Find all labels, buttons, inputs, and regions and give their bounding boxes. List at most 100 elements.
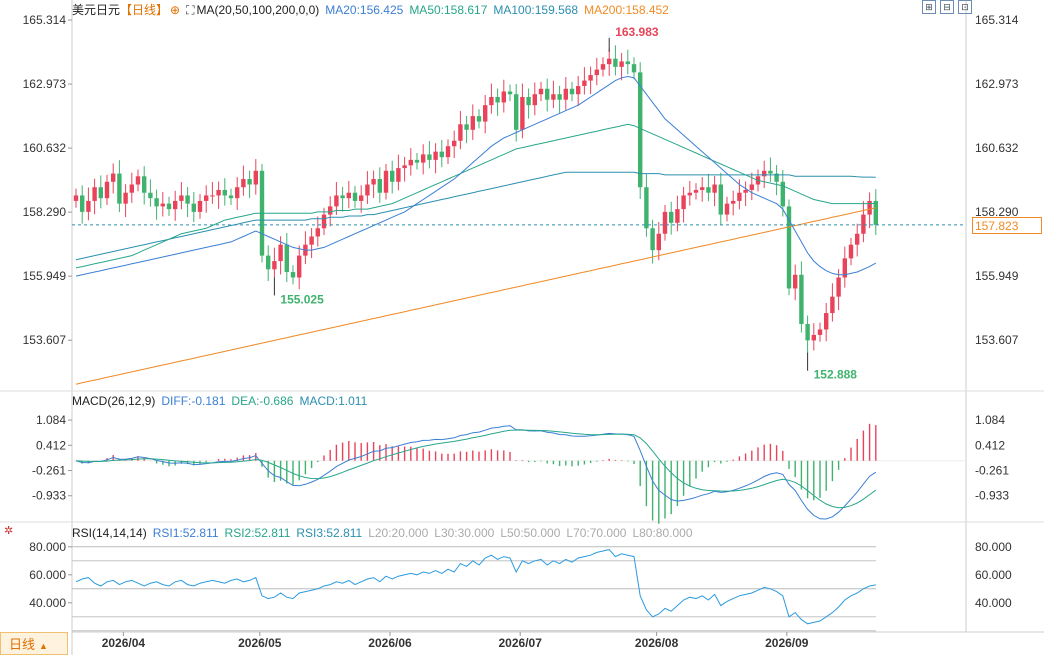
extreme-label: 152.888 xyxy=(814,368,858,382)
candle xyxy=(619,61,624,67)
macd-tick-left: -0.933 xyxy=(32,489,66,503)
time-tick-label: 2026/05 xyxy=(238,636,282,650)
candle xyxy=(848,244,854,259)
candle xyxy=(638,72,643,188)
l50-value: L50:50.000 xyxy=(500,526,561,540)
price-tick-right: 153.607 xyxy=(975,333,1019,347)
price-tick-right: 158.290 xyxy=(975,205,1019,219)
zoom-icon[interactable]: ⊡ xyxy=(958,0,972,14)
candle xyxy=(625,61,630,65)
candle xyxy=(371,179,376,185)
candle xyxy=(607,58,612,65)
rsi-label: RSI(14,14,14) xyxy=(72,526,147,540)
candle xyxy=(402,165,407,169)
candle xyxy=(650,228,655,251)
candle xyxy=(160,203,165,207)
rsi-tick-left: 40.000 xyxy=(29,596,66,610)
candle xyxy=(805,324,810,341)
candle xyxy=(836,277,841,297)
candle xyxy=(700,187,705,190)
candle xyxy=(749,184,754,190)
candle xyxy=(253,170,258,185)
macd-tick-left: 1.084 xyxy=(36,413,66,427)
candle xyxy=(873,200,878,225)
candle xyxy=(235,187,240,199)
candle xyxy=(569,88,575,95)
ma100-value: MA100:159.568 xyxy=(493,3,579,17)
rsi-tick-right: 80.000 xyxy=(975,540,1012,554)
candle xyxy=(340,195,345,199)
candle xyxy=(328,206,333,215)
candle xyxy=(613,58,618,67)
macd-tick-right: 0.412 xyxy=(975,438,1005,452)
macd-tick-left: 0.412 xyxy=(36,438,66,452)
candle xyxy=(687,192,692,196)
add-icon[interactable]: ⊕ xyxy=(170,3,181,17)
indicator-icon[interactable]: ⛶ xyxy=(186,3,195,17)
time-tick-label: 2026/08 xyxy=(635,636,679,650)
candle xyxy=(166,203,172,210)
macd-label: MACD(26,12,9) xyxy=(72,394,156,408)
macd-tick-right: 1.084 xyxy=(975,413,1005,427)
candle xyxy=(724,203,730,215)
candle xyxy=(98,187,103,199)
candle xyxy=(117,173,122,204)
candle xyxy=(123,192,128,204)
candle xyxy=(104,181,110,199)
crosshair-icon[interactable]: ⊟ xyxy=(940,0,954,14)
macd-header: MACD(26,12,9) DIFF:-0.181 DEA:-0.686 MACD:1… xyxy=(72,394,373,408)
candle xyxy=(297,255,302,278)
candle xyxy=(135,176,141,185)
candle xyxy=(582,80,587,87)
time-tick-label: 2026/04 xyxy=(102,636,146,650)
candle xyxy=(830,296,835,314)
last-price-label: 157.823 xyxy=(972,216,1042,234)
candle xyxy=(216,189,221,196)
period-dropdown[interactable]: 日线 ▲ xyxy=(0,632,68,655)
price-tick-left: 162.973 xyxy=(23,77,67,91)
candle xyxy=(483,105,488,122)
candle xyxy=(669,211,674,223)
time-tick-label: 2026/09 xyxy=(765,636,809,650)
grid-icon[interactable]: ⊞ xyxy=(922,0,936,14)
candle xyxy=(73,195,79,201)
chart-toolbar: ⊞ ⊟ ⊡ xyxy=(922,0,972,14)
rsi-tick-right: 60.000 xyxy=(975,568,1012,582)
candle xyxy=(588,75,593,81)
candle xyxy=(476,116,482,122)
candle xyxy=(693,189,699,193)
candle xyxy=(718,184,723,215)
extreme-label: 155.025 xyxy=(280,293,324,307)
rsi3-value: RSI3:52.811 xyxy=(296,526,363,540)
candle xyxy=(514,94,519,130)
candle xyxy=(526,96,531,106)
time-tick-label: 2026/06 xyxy=(368,636,412,650)
period-label: 日线 xyxy=(9,637,36,652)
candle xyxy=(210,195,215,197)
price-tick-left: 165.314 xyxy=(23,13,67,27)
macd-tick-right: -0.933 xyxy=(975,489,1009,503)
candle xyxy=(551,94,556,100)
candle xyxy=(321,214,327,229)
candle xyxy=(346,192,351,199)
settings-icon[interactable]: ✲ xyxy=(4,525,14,537)
candle xyxy=(557,94,562,100)
rsi-tick-left: 80.000 xyxy=(29,540,66,554)
candle xyxy=(656,233,661,251)
candle xyxy=(545,88,550,100)
candle xyxy=(241,179,246,188)
candle xyxy=(799,274,804,325)
candle xyxy=(92,187,97,201)
candle xyxy=(315,228,320,237)
candle xyxy=(495,96,500,103)
candle xyxy=(284,244,289,273)
l70-value: L70:70.000 xyxy=(566,526,627,540)
candle xyxy=(662,211,668,234)
rsi1-value: RSI1:52.811 xyxy=(152,526,219,540)
price-tick-left: 153.607 xyxy=(23,333,67,347)
candle xyxy=(470,116,475,130)
candle xyxy=(768,170,773,174)
candle xyxy=(359,195,364,201)
candle xyxy=(365,184,370,196)
